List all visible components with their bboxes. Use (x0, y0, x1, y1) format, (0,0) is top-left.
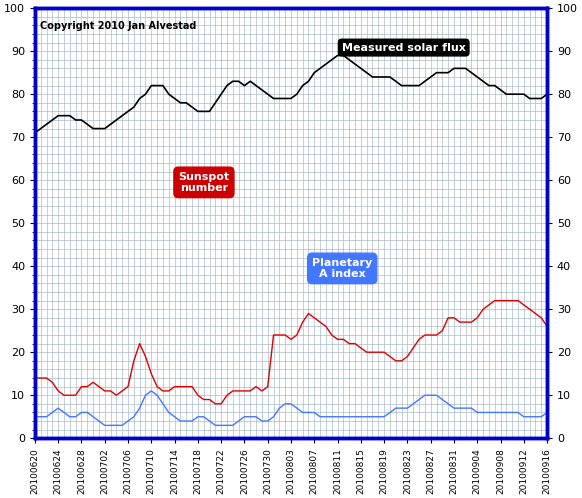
Text: Sunspot
number: Sunspot number (178, 172, 229, 193)
Text: Copyright 2010 Jan Alvestad: Copyright 2010 Jan Alvestad (40, 21, 196, 31)
Text: Measured solar flux: Measured solar flux (342, 42, 466, 53)
Text: Planetary
A index: Planetary A index (312, 257, 372, 279)
